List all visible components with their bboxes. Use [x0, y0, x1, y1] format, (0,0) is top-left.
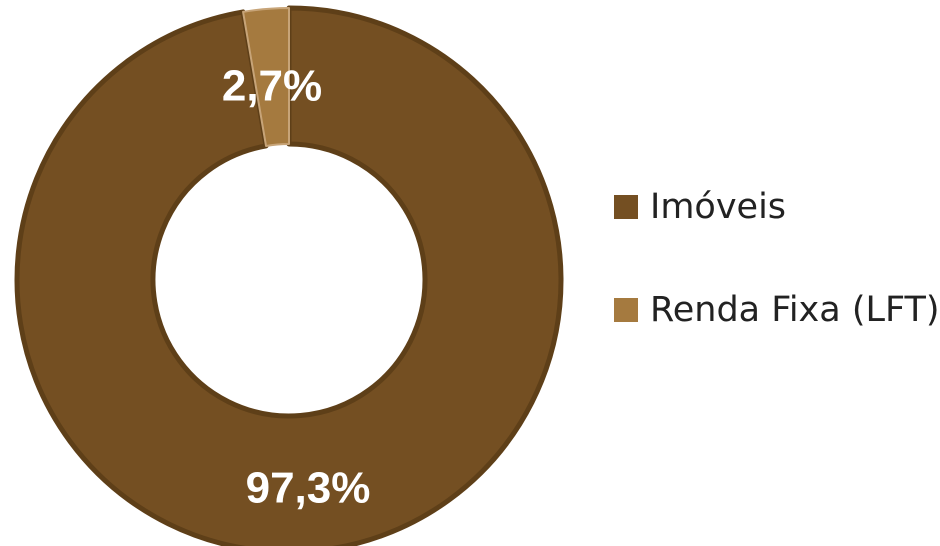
slice-renda-fixa-lft — [242, 7, 290, 147]
legend-label-renda-fixa-lft: Renda Fixa (LFT) — [650, 290, 940, 330]
legend-label-imoveis: Imóveis — [650, 187, 786, 227]
legend-swatch-imoveis — [614, 195, 638, 219]
donut-slices — [14, 5, 564, 546]
data-labels: 97,3% 2,7% — [222, 62, 371, 513]
data-label-renda-fixa-lft: 2,7% — [222, 62, 322, 111]
data-label-imoveis: 97,3% — [246, 464, 371, 513]
legend-swatch-renda-fixa-lft — [614, 298, 638, 322]
legend: Imóveis Renda Fixa (LFT) — [614, 187, 940, 330]
slice-imoveis — [14, 5, 564, 546]
